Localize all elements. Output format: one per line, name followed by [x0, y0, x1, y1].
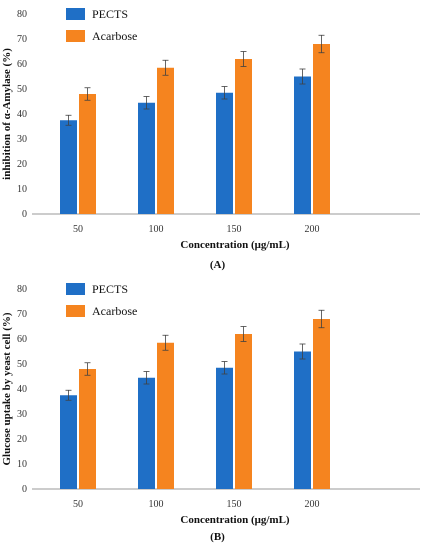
- y-tick-label-b: 40: [17, 384, 27, 395]
- y-tick-label-a: 20: [17, 159, 27, 170]
- bar-pects-200-b: [294, 351, 311, 489]
- x-tick-label-a: 100: [149, 224, 164, 235]
- bar-pects-150-b: [216, 367, 233, 489]
- bar-pects-200-a: [294, 76, 311, 214]
- y-tick-label-a: 80: [17, 9, 27, 20]
- y-axis-title-a: inhibition of α-Amylase (%): [1, 48, 13, 180]
- y-tick-label-b: 0: [22, 484, 27, 495]
- bar-acarbose-200-a: [313, 44, 330, 214]
- y-tick-label-b: 30: [17, 409, 27, 420]
- bar-acarbose-200-b: [313, 319, 330, 489]
- legend-swatch-acarbose-a: [66, 30, 85, 42]
- bar-pects-150-a: [216, 92, 233, 214]
- x-tick-label-a: 200: [305, 224, 320, 235]
- y-tick-label-b: 20: [17, 434, 27, 445]
- bar-pects-100-a: [138, 102, 155, 214]
- y-tick-label-b: 60: [17, 334, 27, 345]
- y-tick-label-b: 10: [17, 459, 27, 470]
- y-tick-label-a: 10: [17, 184, 27, 195]
- panel-label-b: (B): [210, 531, 225, 543]
- y-tick-label-b: 80: [17, 284, 27, 295]
- legend-label-acarbose-b: Acarbose: [92, 304, 137, 318]
- legend-swatch-pects-b: [66, 283, 85, 295]
- y-tick-label-a: 40: [17, 109, 27, 120]
- y-tick-label-a: 30: [17, 134, 27, 145]
- bar-acarbose-150-a: [235, 59, 252, 214]
- x-tick-label-b: 50: [73, 499, 83, 510]
- legend-label-acarbose-a: Acarbose: [92, 29, 137, 43]
- y-tick-label-a: 0: [22, 209, 27, 220]
- y-tick-label-b: 50: [17, 359, 27, 370]
- y-tick-label-a: 70: [17, 34, 27, 45]
- bar-acarbose-150-b: [235, 334, 252, 489]
- bar-acarbose-50-b: [79, 369, 96, 489]
- chart-b: 0 10 20 30 40 50 60 70 80 50 100 150 200 Concentratio…: [1, 282, 420, 526]
- x-axis-title-b: Concentration (μg/mL): [180, 514, 290, 526]
- x-tick-label-a: 50: [73, 224, 83, 235]
- legend-swatch-pects-a: [66, 8, 85, 20]
- bar-pects-50-b: [60, 395, 77, 489]
- panel-label-a: (A): [209, 259, 226, 271]
- bar-acarbose-50-a: [79, 94, 96, 214]
- bar-pects-100-b: [138, 377, 155, 489]
- x-tick-label-a: 150: [227, 224, 242, 235]
- legend-label-pects-b: PECTS: [92, 282, 128, 296]
- y-tick-label-a: 50: [17, 84, 27, 95]
- bar-acarbose-100-b: [157, 342, 174, 489]
- chart-a: 0 10 20 30 40 50 60 70 80 50 100 150 200 Concentratio…: [1, 7, 420, 251]
- bar-acarbose-100-a: [157, 67, 174, 214]
- legend-swatch-acarbose-b: [66, 305, 85, 317]
- bar-pects-50-a: [60, 120, 77, 214]
- y-tick-label-b: 70: [17, 309, 27, 320]
- x-axis-title-a: Concentration (μg/mL): [180, 239, 290, 251]
- x-tick-label-b: 150: [227, 499, 242, 510]
- y-tick-label-a: 60: [17, 59, 27, 70]
- x-tick-label-b: 200: [305, 499, 320, 510]
- y-axis-title-b: Glucose uptake by yeast cell (%): [1, 312, 13, 465]
- legend-label-pects-a: PECTS: [92, 7, 128, 21]
- x-tick-label-b: 100: [149, 499, 164, 510]
